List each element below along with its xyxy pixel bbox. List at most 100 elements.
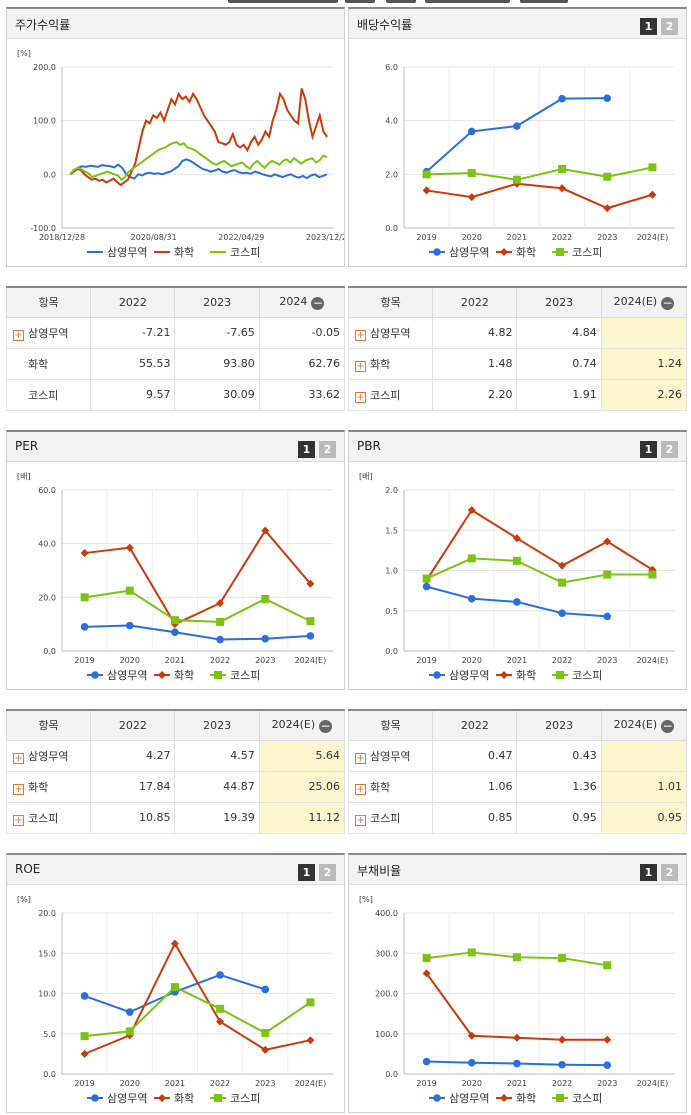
legend-label: 화학: [516, 1092, 536, 1105]
x-tick-label: 2023: [255, 656, 275, 665]
row-label: 화학: [5, 347, 92, 380]
y-tick-label: 0.0: [43, 1070, 56, 1079]
y-tick-label: 0.5: [385, 607, 398, 616]
data-point: [80, 1032, 89, 1041]
expand-icon[interactable]: +: [13, 783, 24, 795]
data-point: [125, 621, 134, 630]
data-point: [467, 127, 476, 136]
top-tab-strip: [0, 0, 691, 4]
expand-icon[interactable]: +: [355, 360, 366, 372]
x-tick-label: 2023: [597, 1079, 617, 1088]
y-tick-label: 300.0: [375, 949, 398, 958]
x-tick-label: 2023/12/28: [306, 233, 344, 242]
x-tick-label: 2022: [552, 656, 572, 665]
page-2-button[interactable]: 2: [661, 18, 678, 35]
x-tick-label: 2019: [74, 1079, 94, 1088]
column-header: 2024−: [258, 286, 346, 318]
y-tick-label: 20.0: [38, 909, 56, 918]
data-point: [91, 1094, 99, 1102]
expand-icon[interactable]: +: [355, 752, 366, 764]
collapse-icon[interactable]: −: [661, 295, 675, 310]
value-cell: [600, 316, 688, 349]
y-tick-label: 100.0: [33, 117, 56, 126]
expand-icon[interactable]: +: [355, 814, 366, 826]
row-label: + 코스피: [347, 378, 434, 411]
y-tick-label: 20.0: [38, 593, 56, 602]
column-header: 2023: [516, 286, 602, 318]
expand-icon[interactable]: +: [355, 783, 366, 795]
page-2-button[interactable]: 2: [319, 441, 336, 458]
legend-label: 코스피: [572, 246, 602, 259]
value-cell: 17.84: [90, 770, 176, 803]
expand-icon[interactable]: +: [355, 329, 366, 341]
expand-icon[interactable]: +: [13, 814, 24, 826]
value-cell: 1.91: [516, 378, 602, 411]
x-tick-label: 2019: [416, 1079, 436, 1088]
data-point: [648, 163, 657, 172]
value-cell: 44.87: [174, 770, 260, 803]
data-point: [422, 1057, 431, 1066]
data-point: [216, 971, 224, 979]
value-cell: 93.80: [174, 347, 260, 380]
page-1-button[interactable]: 1: [640, 18, 657, 35]
data-point: [216, 635, 224, 644]
page-1-button[interactable]: 1: [298, 441, 315, 458]
data-point: [603, 94, 612, 102]
data-point: [125, 586, 134, 595]
data-point: [467, 193, 476, 202]
panel-title: ROE: [15, 862, 41, 876]
collapse-icon[interactable]: −: [311, 295, 325, 310]
series-line: [425, 508, 653, 581]
data-point: [558, 578, 567, 587]
data-point: [467, 554, 476, 563]
column-header: 2023: [516, 709, 602, 741]
data-point: [306, 1036, 315, 1045]
y-tick-label: 6.0: [385, 63, 398, 72]
series-line: [425, 972, 608, 1041]
y-tick-label: 2.0: [385, 170, 398, 179]
x-tick-label: 2018/12/28: [39, 233, 85, 242]
y-tick-label: 200.0: [33, 63, 56, 72]
expand-icon[interactable]: +: [355, 391, 366, 403]
page-1-button[interactable]: 1: [640, 864, 657, 881]
page-1-button[interactable]: 1: [298, 864, 315, 881]
series-line: [426, 182, 653, 210]
value-cell: 1.01: [600, 770, 688, 803]
data-point: [125, 543, 134, 552]
page-2-button[interactable]: 2: [661, 441, 678, 458]
expand-icon[interactable]: +: [13, 752, 24, 764]
collapse-icon[interactable]: −: [661, 718, 675, 733]
data-point: [216, 617, 225, 626]
data-point: [467, 168, 476, 177]
data-point: [558, 561, 567, 570]
data-point: [158, 671, 166, 679]
row-label: + 삼영무역: [347, 739, 434, 772]
data-point: [512, 556, 521, 565]
per-chart: [배] 60.0 40.0 20.0 0.0 2019 2020 2021 2022 2023 20…: [17, 472, 333, 682]
value-cell: [600, 739, 688, 772]
column-header: 2022: [432, 286, 518, 318]
expand-icon[interactable]: +: [13, 329, 24, 341]
page-2-button[interactable]: 2: [661, 864, 678, 881]
data-point: [603, 172, 612, 181]
axis-unit: [배]: [359, 472, 373, 481]
collapse-icon[interactable]: −: [319, 718, 333, 733]
x-tick-label: 2021: [507, 656, 527, 665]
page-2-button[interactable]: 2: [319, 864, 336, 881]
panel-title: PBR: [357, 439, 381, 453]
data-point: [558, 954, 567, 963]
y-tick-label: 1.0: [385, 567, 398, 576]
y-tick-label: 40.0: [38, 540, 56, 549]
x-tick-label: 2022: [552, 1079, 572, 1088]
page-1-button[interactable]: 1: [640, 441, 657, 458]
x-tick-label: 2019: [416, 656, 436, 665]
data-point: [261, 526, 270, 535]
panel-title: 배당수익률: [357, 18, 413, 32]
series-line: [84, 528, 312, 626]
data-point: [513, 1059, 521, 1068]
series-line: [84, 624, 311, 641]
data-point: [603, 1035, 612, 1044]
value-cell: 4.57: [174, 739, 260, 772]
